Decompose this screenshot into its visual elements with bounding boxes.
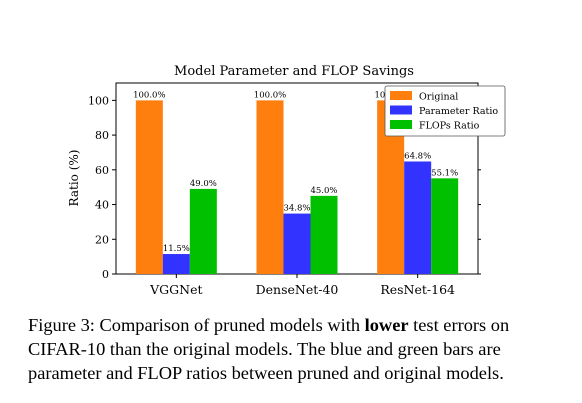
bar-vggnet-2	[162, 254, 190, 274]
y-axis: 0 20 40 60 80 100	[88, 94, 481, 281]
caption-line-2: CIFAR-10 than the original models. The b…	[28, 339, 501, 359]
bar-densenet-40-1	[256, 100, 284, 274]
caption-line-1-suffix: test errors on	[408, 315, 510, 335]
x-tick-label: ResNet-164	[380, 282, 455, 297]
legend-label: FLOPs Ratio	[419, 121, 480, 132]
bar-value-label: 11.5%	[163, 244, 190, 254]
y-tick-label: 0	[102, 268, 109, 281]
y-tick-label: 60	[95, 164, 109, 177]
legend-label: Original	[419, 92, 458, 103]
caption-line-3: parameter and FLOP ratios between pruned…	[28, 363, 504, 383]
bar-value-label: 49.0%	[190, 179, 217, 189]
y-tick-label: 20	[95, 233, 109, 246]
legend-swatch	[390, 120, 412, 129]
x-tick-label: VGGNet	[149, 282, 202, 297]
bar-resnet-164-2	[404, 161, 432, 274]
legend-box	[384, 85, 506, 137]
bar-value-label: 45.0%	[310, 186, 337, 196]
x-tick-label: DenseNet-40	[256, 282, 339, 297]
y-tick-label: 100	[88, 94, 109, 107]
bar-resnet-164-3	[431, 178, 459, 274]
bar-value-label: 34.8%	[283, 204, 310, 214]
caption-line-1-prefix: Figure 3: Comparison of pruned models wi…	[28, 315, 365, 335]
bars-group	[135, 100, 459, 274]
x-axis: VGGNet DenseNet-40 ResNet-164	[149, 274, 455, 297]
legend-swatch	[390, 105, 412, 115]
figure-caption: Figure 3: Comparison of pruned models wi…	[28, 313, 558, 385]
bar-value-label: 100.0%	[133, 90, 165, 100]
caption-line-1: Figure 3: Comparison of pruned models wi…	[28, 313, 558, 337]
figure: Model Parameter and FLOP Savings 100.0% 1…	[67, 64, 506, 297]
bar-densenet-40-3	[310, 195, 338, 274]
bar-chart: Model Parameter and FLOP Savings 100.0% 1…	[67, 64, 506, 297]
bar-value-label: 100.0%	[254, 90, 286, 100]
bar-vggnet-1	[135, 100, 163, 274]
legend-swatch	[390, 91, 412, 100]
chart-title: Model Parameter and FLOP Savings	[174, 64, 414, 79]
caption-bold-word: lower	[364, 315, 409, 335]
legend: Original Parameter Ratio FLOPs Ratio	[384, 85, 506, 137]
bar-value-label: 64.8%	[404, 151, 431, 161]
bar-densenet-40-2	[283, 213, 311, 274]
y-tick-label: 40	[95, 199, 109, 212]
legend-label: Parameter Ratio	[419, 106, 498, 117]
bar-vggnet-3	[189, 188, 217, 274]
y-axis-label: Ratio (%)	[67, 150, 81, 207]
bar-value-label: 55.1%	[431, 168, 458, 178]
y-tick-label: 80	[95, 129, 109, 142]
